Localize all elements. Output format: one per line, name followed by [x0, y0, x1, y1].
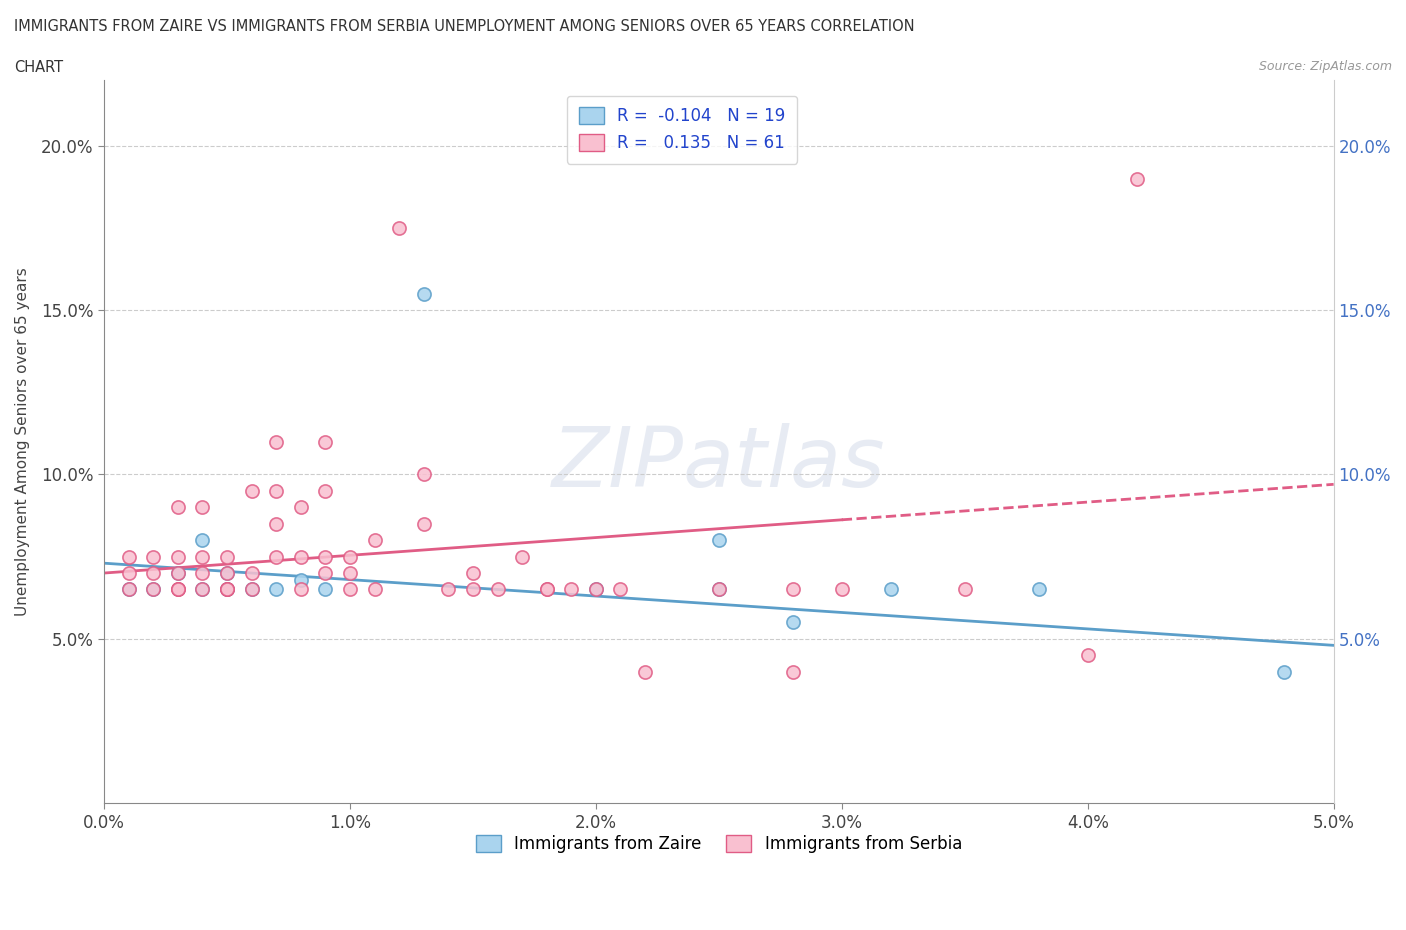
- Point: [166, 582, 188, 597]
- Point: [880, 582, 903, 597]
- Point: [117, 565, 139, 580]
- Text: ZIPatlas: ZIPatlas: [553, 423, 886, 504]
- Point: [264, 550, 287, 565]
- Point: [461, 582, 484, 597]
- Point: [1077, 648, 1099, 663]
- Point: [191, 582, 214, 597]
- Point: [166, 500, 188, 515]
- Point: [215, 582, 238, 597]
- Point: [707, 533, 730, 548]
- Point: [339, 565, 361, 580]
- Point: [215, 550, 238, 565]
- Point: [166, 565, 188, 580]
- Point: [240, 582, 263, 597]
- Point: [782, 615, 804, 630]
- Point: [536, 582, 558, 597]
- Point: [388, 220, 411, 235]
- Point: [707, 582, 730, 597]
- Legend: Immigrants from Zaire, Immigrants from Serbia: Immigrants from Zaire, Immigrants from S…: [470, 829, 969, 860]
- Point: [166, 565, 188, 580]
- Point: [363, 582, 385, 597]
- Point: [560, 582, 582, 597]
- Point: [290, 500, 312, 515]
- Point: [314, 484, 336, 498]
- Point: [486, 582, 509, 597]
- Point: [264, 484, 287, 498]
- Point: [412, 286, 434, 301]
- Point: [117, 582, 139, 597]
- Point: [363, 533, 385, 548]
- Point: [461, 565, 484, 580]
- Point: [264, 434, 287, 449]
- Point: [264, 582, 287, 597]
- Point: [142, 582, 165, 597]
- Point: [166, 582, 188, 597]
- Point: [707, 582, 730, 597]
- Point: [290, 582, 312, 597]
- Point: [215, 582, 238, 597]
- Point: [585, 582, 607, 597]
- Point: [191, 550, 214, 565]
- Point: [782, 582, 804, 597]
- Point: [240, 484, 263, 498]
- Text: IMMIGRANTS FROM ZAIRE VS IMMIGRANTS FROM SERBIA UNEMPLOYMENT AMONG SENIORS OVER : IMMIGRANTS FROM ZAIRE VS IMMIGRANTS FROM…: [14, 19, 915, 33]
- Point: [215, 565, 238, 580]
- Point: [953, 582, 976, 597]
- Point: [290, 550, 312, 565]
- Point: [215, 582, 238, 597]
- Point: [1028, 582, 1050, 597]
- Text: Source: ZipAtlas.com: Source: ZipAtlas.com: [1258, 60, 1392, 73]
- Point: [240, 565, 263, 580]
- Point: [314, 434, 336, 449]
- Point: [437, 582, 460, 597]
- Point: [166, 582, 188, 597]
- Y-axis label: Unemployment Among Seniors over 65 years: Unemployment Among Seniors over 65 years: [15, 267, 30, 616]
- Point: [1274, 664, 1296, 679]
- Point: [117, 582, 139, 597]
- Point: [1126, 171, 1149, 186]
- Point: [191, 582, 214, 597]
- Point: [215, 582, 238, 597]
- Point: [240, 582, 263, 597]
- Point: [782, 664, 804, 679]
- Point: [634, 664, 657, 679]
- Point: [191, 500, 214, 515]
- Point: [290, 572, 312, 587]
- Point: [215, 565, 238, 580]
- Point: [609, 582, 631, 597]
- Point: [142, 582, 165, 597]
- Point: [585, 582, 607, 597]
- Point: [536, 582, 558, 597]
- Point: [412, 467, 434, 482]
- Point: [166, 550, 188, 565]
- Point: [412, 516, 434, 531]
- Point: [142, 550, 165, 565]
- Point: [339, 550, 361, 565]
- Point: [314, 550, 336, 565]
- Point: [339, 582, 361, 597]
- Point: [831, 582, 853, 597]
- Point: [142, 565, 165, 580]
- Point: [314, 582, 336, 597]
- Point: [117, 550, 139, 565]
- Point: [264, 516, 287, 531]
- Text: CHART: CHART: [14, 60, 63, 75]
- Point: [191, 533, 214, 548]
- Point: [191, 565, 214, 580]
- Point: [510, 550, 533, 565]
- Point: [314, 565, 336, 580]
